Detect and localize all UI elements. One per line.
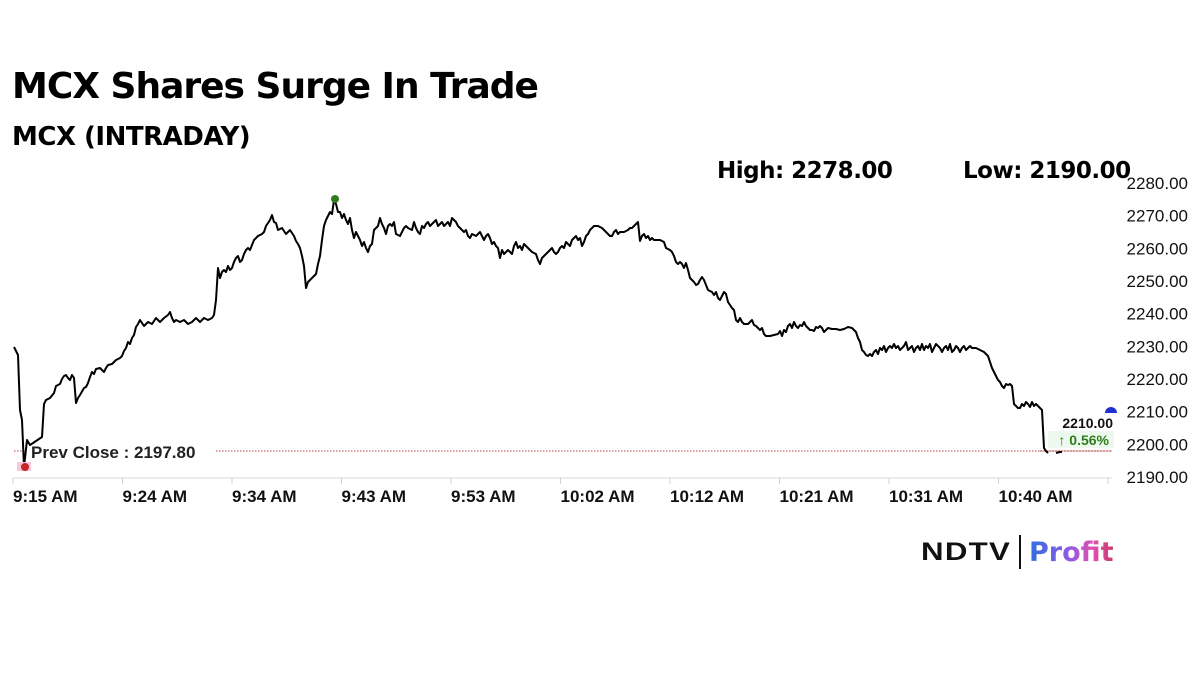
x-tick-label: 10:02 AM [561,487,635,506]
y-axis: 2280.00 2270.00 2260.00 2250.00 2240.00 2230.… [1127,174,1188,487]
x-tick-label: 10:12 AM [670,487,744,506]
change-badge-bg [1048,431,1114,448]
chart-title: MCX Shares Surge In Trade [12,66,539,107]
low-marker-icon [21,463,29,471]
y-tick-label: 2260.00 [1127,239,1188,258]
day-low-label: Low: 2190.00 [963,158,1131,184]
x-tick-label: 10:21 AM [780,487,854,506]
change-percent-label: ↑ 0.56% [1058,432,1109,448]
profit-wordmark: Profit [1029,536,1114,568]
y-tick-label: 2190.00 [1127,468,1188,487]
chart-subtitle: MCX (INTRADAY) [12,122,251,152]
x-tick-label: 9:43 AM [342,487,407,506]
prev-close-label: Prev Close : 2197.80 [31,443,195,462]
logo-divider [1019,535,1021,569]
last-price-label: 2210.00 [1062,415,1113,431]
y-tick-label: 2270.00 [1127,207,1188,226]
x-axis: 9:15 AM 9:24 AM 9:34 AM 9:43 AM 9:53 AM 10:02… [12,477,1112,506]
price-line-tail [1055,451,1062,454]
y-tick-label: 2210.00 [1127,403,1188,422]
y-tick-label: 2280.00 [1127,174,1188,193]
high-marker-icon [331,195,339,203]
x-tick-label: 10:31 AM [889,487,963,506]
price-line [13,199,1049,468]
y-tick-label: 2220.00 [1127,370,1188,389]
x-tick-label: 9:15 AM [13,487,78,506]
y-tick-label: 2250.00 [1127,272,1188,291]
day-high-label: High: 2278.00 [717,158,893,184]
x-tick-label: 9:53 AM [451,487,516,506]
y-tick-label: 2200.00 [1127,435,1188,454]
x-tick-label: 9:24 AM [123,487,188,506]
y-tick-label: 2230.00 [1127,337,1188,356]
last-price-marker-icon [1105,407,1117,413]
x-tick-label: 10:40 AM [999,487,1073,506]
ndtv-profit-logo: NDTV Profit [921,534,1114,570]
y-tick-label: 2240.00 [1127,305,1188,324]
ndtv-wordmark: NDTV [921,537,1012,566]
x-tick-label: 9:34 AM [232,487,297,506]
